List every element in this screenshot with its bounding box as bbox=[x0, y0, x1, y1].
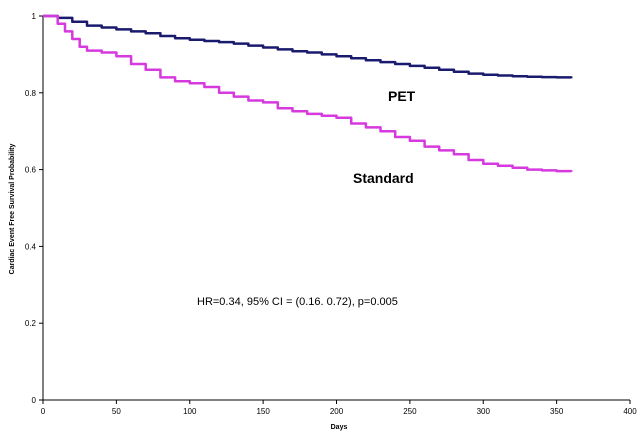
x-tick-label: 50 bbox=[112, 407, 121, 416]
y-tick-label: 0 bbox=[32, 396, 37, 405]
y-axis-title: Cardiac Event Free Survival Probability bbox=[9, 144, 16, 275]
series-label-pet: PET bbox=[388, 88, 416, 104]
x-tick-label: 300 bbox=[477, 407, 491, 416]
y-tick-label: 0.4 bbox=[25, 242, 37, 251]
y-tick-label: 0.8 bbox=[25, 89, 37, 98]
series-line-standard bbox=[43, 14, 573, 173]
x-tick-label: 400 bbox=[623, 407, 637, 416]
x-tick-label: 200 bbox=[330, 407, 344, 416]
x-tick-label: 150 bbox=[256, 407, 270, 416]
y-tick-label: 0.6 bbox=[25, 166, 37, 175]
y-axis-ticks: 0 0.2 0.4 0.6 0.8 1 bbox=[25, 12, 43, 405]
y-tick-label: 1 bbox=[32, 12, 37, 21]
axes bbox=[42, 16, 630, 401]
series-lines bbox=[43, 14, 573, 173]
hazard-ratio-annotation: HR=0.34, 95% CI = (0.16. 0.72), p=0.005 bbox=[197, 296, 398, 308]
x-tick-label: 350 bbox=[550, 407, 564, 416]
x-tick-label: 250 bbox=[403, 407, 417, 416]
x-axis-title: Days bbox=[331, 424, 348, 431]
x-tick-label: 0 bbox=[41, 407, 46, 416]
x-axis-ticks: 0 50 100 150 200 250 300 350 400 bbox=[41, 400, 637, 416]
series-label-standard: Standard bbox=[353, 170, 414, 186]
series-line-pet bbox=[43, 14, 573, 79]
x-tick-label: 100 bbox=[183, 407, 197, 416]
y-tick-label: 0.2 bbox=[25, 319, 37, 328]
